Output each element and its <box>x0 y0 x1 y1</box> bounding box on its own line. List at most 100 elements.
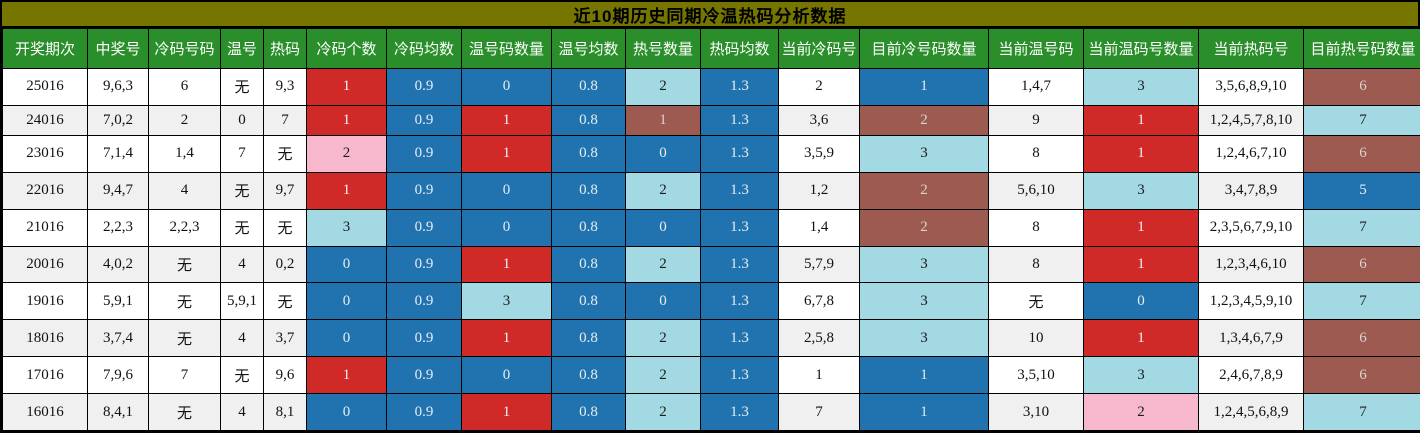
cell: 1,4 <box>148 135 221 173</box>
cell: 23016 <box>2 135 88 173</box>
cell: 7,9,6 <box>87 356 149 395</box>
cell: 1.3 <box>700 104 779 137</box>
cell: 1 <box>306 171 387 210</box>
cell: 7 <box>1303 208 1420 247</box>
cell: 0 <box>625 135 701 173</box>
cell: 6 <box>1303 68 1420 106</box>
cell: 1.3 <box>700 68 779 106</box>
cell: 1 <box>778 356 860 395</box>
cell: 19016 <box>2 282 88 321</box>
cell: 2,2,3 <box>87 208 149 247</box>
cell: 10 <box>988 319 1084 358</box>
cell: 0.8 <box>551 356 626 395</box>
cell: 9,7 <box>263 171 307 210</box>
cell: 0 <box>461 171 552 210</box>
cell: 1,3,4,6,7,9 <box>1198 319 1304 358</box>
cell: 1 <box>1083 104 1199 137</box>
cell: 0 <box>461 356 552 395</box>
column-header: 目前热号码数量 <box>1303 28 1420 69</box>
cell: 7 <box>148 356 221 395</box>
column-header: 冷码个数 <box>306 28 387 69</box>
column-header: 冷码均数 <box>386 28 462 69</box>
cell: 无 <box>220 208 264 247</box>
cell: 6 <box>148 68 221 106</box>
cell: 8 <box>988 208 1084 247</box>
cell: 7 <box>1303 104 1420 137</box>
cell: 无 <box>148 282 221 321</box>
cell: 无 <box>263 208 307 247</box>
column-header: 温号 <box>220 28 264 69</box>
cell: 4 <box>220 393 264 431</box>
cell: 1 <box>625 104 701 137</box>
table-row: 24016 7,0,2 2 0 7 1 0.9 1 0.8 1 1.3 3,6 2 9 1 1,2,4,5,7… <box>2 104 1420 137</box>
cell: 2 <box>148 104 221 137</box>
cell: 1 <box>859 393 989 431</box>
cell: 4 <box>220 319 264 358</box>
cell: 0.9 <box>386 393 462 431</box>
column-header: 当前温号码 <box>988 28 1084 69</box>
cell: 1.3 <box>700 245 779 284</box>
cell: 2 <box>859 208 989 247</box>
cell: 2 <box>625 319 701 358</box>
cell: 1 <box>461 104 552 137</box>
cell: 1 <box>306 68 387 106</box>
cell: 无 <box>263 135 307 173</box>
cell: 2 <box>625 356 701 395</box>
cell: 0 <box>461 68 552 106</box>
cell: 1,4 <box>778 208 860 247</box>
cell: 3,7 <box>263 319 307 358</box>
column-header: 目前冷号码数量 <box>859 28 989 69</box>
table-row: 16016 8,4,1 无 4 8,1 0 0.9 1 0.8 2 1.3 7 1 3,10 2 1,2,4,… <box>2 393 1420 431</box>
cell: 1 <box>1083 319 1199 358</box>
cell: 0.9 <box>386 104 462 137</box>
cell: 7 <box>1303 393 1420 431</box>
column-header: 热码 <box>263 28 307 69</box>
cell: 0 <box>306 393 387 431</box>
table-row: 18016 3,7,4 无 4 3,7 0 0.9 1 0.8 2 1.3 2,5,8 3 10 1 1,3,… <box>2 319 1420 358</box>
cell: 1 <box>1083 245 1199 284</box>
cell: 8,4,1 <box>87 393 149 431</box>
cell: 2 <box>778 68 860 106</box>
cell: 5 <box>1303 171 1420 210</box>
cell: 20016 <box>2 245 88 284</box>
cell: 8 <box>988 135 1084 173</box>
cell: 0.9 <box>386 245 462 284</box>
table-row: 21016 2,2,3 2,2,3 无无 3 0.9 0 0.8 0 1.3 1,4 2 8 1 2,3,5… <box>2 208 1420 247</box>
cell: 3 <box>306 208 387 247</box>
cell: 1.3 <box>700 135 779 173</box>
table-row: 23016 7,1,4 1,4 7 无 2 0.9 1 0.8 0 1.3 3,5,9 3 8 1 1,2,4… <box>2 135 1420 173</box>
table-header: 开奖期次 中奖号 冷码号码 温号 热码 冷码个数 冷码均数 温号码数量 温号均数 热号数量 热码均数… <box>2 28 1420 69</box>
cell: 1 <box>461 135 552 173</box>
cell: 0.8 <box>551 135 626 173</box>
table-row: 19016 5,9,1 无 5,9,1 无 0 0.9 3 0.8 0 1.3 6,7,8 3 无 0 1,2… <box>2 282 1420 321</box>
cell: 9,6 <box>263 356 307 395</box>
cell: 8 <box>988 245 1084 284</box>
column-header: 中奖号 <box>87 28 149 69</box>
cell: 无 <box>220 356 264 395</box>
cell: 1 <box>859 356 989 395</box>
cell: 2,3,5,6,7,9,10 <box>1198 208 1304 247</box>
cell: 25016 <box>2 68 88 106</box>
cell: 3,5,6,8,9,10 <box>1198 68 1304 106</box>
cell: 9,6,3 <box>87 68 149 106</box>
column-header: 当前冷码号 <box>778 28 860 69</box>
cell: 2 <box>625 393 701 431</box>
cell: 3 <box>859 135 989 173</box>
column-header: 温号均数 <box>551 28 626 69</box>
cell: 0.9 <box>386 68 462 106</box>
cell: 4 <box>148 171 221 210</box>
cell: 0.8 <box>551 393 626 431</box>
cell: 1.3 <box>700 393 779 431</box>
cell: 9,3 <box>263 68 307 106</box>
cell: 24016 <box>2 104 88 137</box>
cell: 0 <box>461 208 552 247</box>
cell: 1.3 <box>700 282 779 321</box>
cell: 1,2 <box>778 171 860 210</box>
cell: 4,0,2 <box>87 245 149 284</box>
cell: 0.8 <box>551 282 626 321</box>
cell: 17016 <box>2 356 88 395</box>
cell: 1.3 <box>700 319 779 358</box>
cell: 22016 <box>2 171 88 210</box>
cell: 0.8 <box>551 104 626 137</box>
